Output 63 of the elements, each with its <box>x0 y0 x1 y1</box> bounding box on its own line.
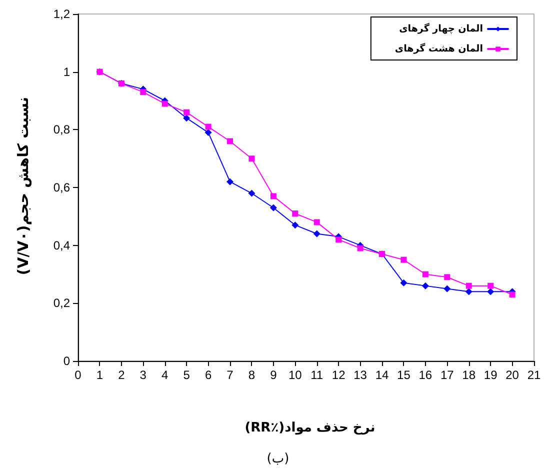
point <box>422 271 428 278</box>
x-tick-label: 12 <box>332 368 346 382</box>
point <box>227 138 233 144</box>
point <box>292 222 299 229</box>
point <box>488 282 494 289</box>
point <box>248 156 255 162</box>
point <box>248 190 256 197</box>
legend-label: المان چهار گرهای <box>399 22 483 34</box>
x-tick-label: 11 <box>310 368 324 382</box>
x-tick-label: 21 <box>527 368 541 382</box>
point <box>313 230 320 238</box>
y-tick-label: 0,2 <box>53 296 70 310</box>
point <box>444 285 451 292</box>
point <box>314 219 320 226</box>
text: (ب) <box>266 452 290 466</box>
point <box>205 124 212 130</box>
point <box>509 291 516 298</box>
point <box>487 288 494 296</box>
x-tick-label: 1 <box>96 368 104 382</box>
x-tick-label: 16 <box>418 368 432 382</box>
x-tick-label: 8 <box>248 368 256 382</box>
x-tick-label: 4 <box>162 368 169 382</box>
x-tick-label: 18 <box>462 368 476 382</box>
point <box>400 279 408 286</box>
x-tick-label: 2 <box>118 368 126 382</box>
y-tick-label: 0,8 <box>53 122 70 137</box>
point <box>270 193 276 200</box>
point <box>444 274 450 280</box>
legend-label: المان هشت گرهای <box>394 42 483 54</box>
point <box>184 109 190 116</box>
point <box>400 256 407 263</box>
point <box>336 236 342 243</box>
y-tick-label: 1,2 <box>53 7 70 21</box>
y-tick-label: 1 <box>63 64 70 79</box>
x-tick-label: 14 <box>375 368 389 382</box>
x-tick-label: 0 <box>74 368 82 382</box>
point <box>183 114 190 122</box>
point <box>422 282 429 290</box>
point <box>162 100 168 107</box>
point <box>270 204 277 212</box>
x-tick-label: 3 <box>140 368 147 382</box>
point <box>204 129 212 136</box>
y-axis-title: نسبت کاهش حجم(V/V۰) <box>16 96 32 276</box>
point <box>466 282 472 289</box>
y-tick-label: 0 <box>63 354 70 368</box>
x-axis-title: نرخ حذف مواد(٪RR) <box>244 420 376 436</box>
point <box>357 245 364 252</box>
point <box>226 178 234 186</box>
point <box>465 288 472 296</box>
point <box>292 210 298 217</box>
y-tick-label: 0,6 <box>53 180 70 194</box>
x-tick-label: 20 <box>506 368 520 382</box>
x-tick-label: 7 <box>226 368 234 382</box>
x-tick-label: 13 <box>354 368 368 382</box>
y-tick-label: 0,4 <box>53 238 70 252</box>
point <box>140 89 146 96</box>
x-tick-label: 10 <box>288 368 302 382</box>
x-tick-label: 6 <box>204 368 212 382</box>
x-tick-label: 9 <box>270 368 278 382</box>
x-tick-label: 19 <box>484 368 498 382</box>
x-tick-label: 17 <box>440 368 454 382</box>
x-tick-label: 15 <box>397 368 411 382</box>
x-tick-label: 5 <box>183 368 190 382</box>
